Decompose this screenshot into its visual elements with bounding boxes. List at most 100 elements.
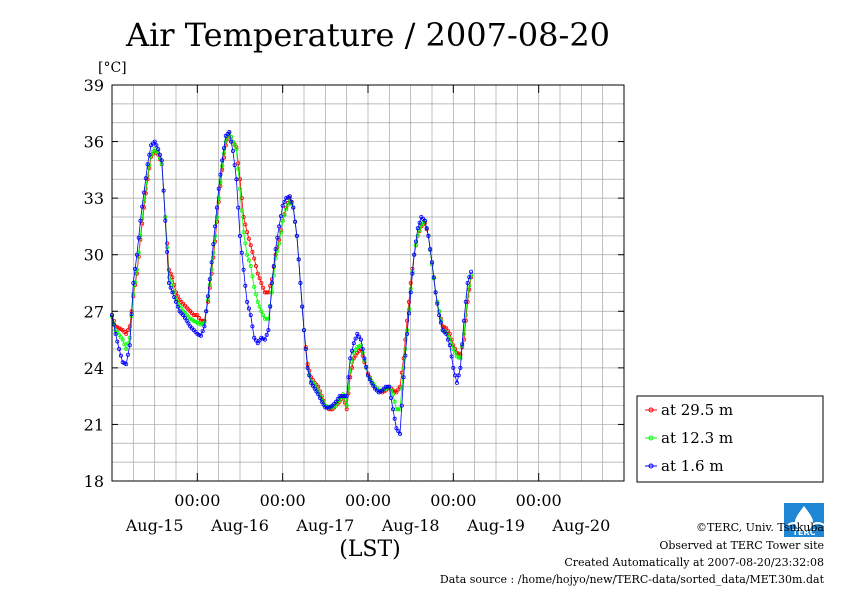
x-tick-label: 00:00: [260, 491, 306, 510]
data-point: [319, 399, 324, 404]
data-point: [456, 373, 461, 378]
data-point: [237, 186, 242, 191]
data-point: [454, 380, 459, 385]
data-point: [221, 151, 226, 156]
data-point: [287, 194, 292, 199]
x-date-label: Aug-15: [125, 516, 184, 535]
x-axis-label: (LST): [339, 537, 401, 562]
data-point: [252, 335, 257, 340]
data-point: [181, 313, 186, 318]
data-point: [469, 269, 474, 274]
x-tick-label: 00:00: [430, 491, 476, 510]
data-point: [173, 299, 178, 304]
data-point: [349, 365, 354, 370]
data-point: [239, 250, 244, 255]
data-point: [465, 280, 470, 285]
data-point: [389, 388, 394, 393]
data-point: [269, 290, 274, 295]
data-point: [367, 377, 372, 382]
data-point: [207, 282, 212, 287]
data-point: [127, 324, 132, 329]
data-point: [124, 346, 129, 351]
data-point: [175, 304, 180, 309]
data-source-text: Data source : /home/hojyo/new/TERC-data/…: [439, 573, 824, 586]
data-point: [133, 266, 138, 271]
data-point: [143, 176, 148, 181]
data-point: [280, 203, 285, 208]
data-point: [236, 166, 241, 171]
data-point: [259, 309, 264, 314]
data-point: [129, 312, 134, 317]
data-point: [204, 309, 209, 314]
data-point: [134, 252, 139, 257]
data-point: [399, 386, 404, 391]
data-point: [193, 313, 198, 318]
data-point: [168, 285, 173, 290]
data-point: [257, 276, 262, 281]
legend-marker: [648, 435, 654, 441]
x-date-label: Aug-17: [295, 516, 354, 535]
data-point: [415, 226, 420, 231]
data-point: [396, 387, 401, 392]
data-point: [205, 294, 210, 299]
data-point: [317, 395, 322, 400]
data-point: [451, 365, 456, 370]
data-point: [252, 256, 257, 261]
data-point: [232, 143, 237, 148]
data-point: [245, 299, 250, 304]
data-point: [124, 331, 129, 336]
data-point: [165, 249, 170, 254]
data-point: [266, 316, 271, 321]
data-point: [241, 267, 246, 272]
data-point: [243, 241, 248, 246]
copyright-text: ©TERC, Univ. Tsukuba: [695, 521, 824, 534]
data-point: [118, 353, 123, 358]
data-point: [243, 283, 248, 288]
data-point: [438, 320, 443, 325]
data-point: [248, 313, 253, 318]
data-point: [243, 222, 248, 227]
data-point: [399, 403, 404, 408]
data-point: [415, 233, 420, 238]
data-point: [351, 341, 356, 346]
data-point: [413, 239, 418, 244]
data-point: [371, 383, 376, 388]
data-point: [429, 260, 434, 265]
data-point: [120, 337, 125, 342]
y-tick-label: 27: [84, 302, 104, 321]
data-point: [213, 224, 218, 229]
data-point: [275, 235, 280, 240]
data-point: [147, 152, 152, 157]
data-point: [294, 233, 299, 238]
data-point: [221, 146, 226, 151]
data-point: [264, 316, 269, 321]
data-point: [241, 230, 246, 235]
data-point: [431, 275, 436, 280]
data-point: [401, 375, 406, 380]
data-point: [333, 399, 338, 404]
data-point: [227, 130, 232, 135]
data-point: [360, 346, 365, 351]
data-point: [417, 220, 422, 225]
data-point: [396, 407, 401, 412]
data-point: [335, 396, 340, 401]
data-point: [170, 282, 175, 287]
data-point: [113, 331, 118, 336]
data-point: [310, 383, 315, 388]
data-point: [197, 315, 202, 320]
data-point: [342, 394, 347, 399]
data-point: [412, 252, 417, 257]
y-tick-label: 30: [84, 246, 104, 265]
legend-marker: [648, 407, 654, 413]
data-point: [211, 242, 216, 247]
data-point: [364, 364, 369, 369]
data-point: [280, 218, 285, 223]
data-point: [293, 219, 298, 224]
data-point: [245, 252, 250, 257]
data-point: [435, 301, 440, 306]
data-point: [458, 356, 463, 361]
data-point: [141, 190, 146, 195]
data-point: [289, 199, 294, 204]
data-point: [458, 365, 463, 370]
legend-box: [636, 395, 824, 483]
